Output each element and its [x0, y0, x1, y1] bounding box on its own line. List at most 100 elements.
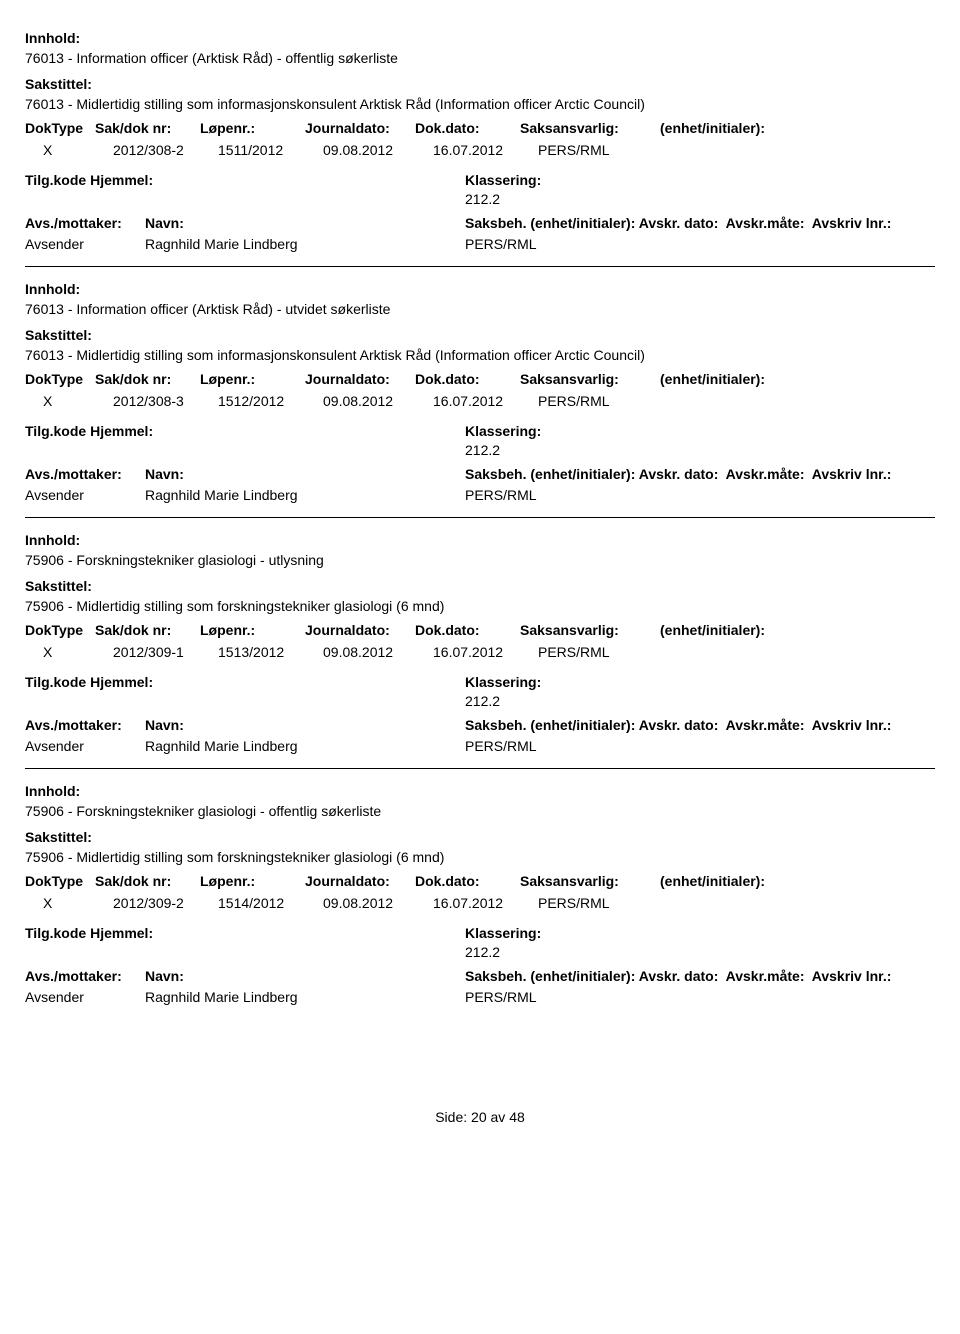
tilg-label: Tilg.kode Hjemmel: — [25, 674, 153, 709]
tilg-label: Tilg.kode Hjemmel: — [25, 172, 153, 207]
val-enhet — [678, 644, 828, 660]
avs-left: Avs./mottaker:Navn: — [25, 717, 185, 733]
hdr-dokdato: Dok.dato: — [415, 120, 520, 136]
hdr-enhet: (enhet/initialer): — [660, 371, 810, 387]
saksbeh-header: Saksbeh. (enhet/initialer): Avskr. dato:… — [465, 968, 935, 984]
avs-row: Avs./mottaker:Navn: Saksbeh. (enhet/initi… — [25, 215, 935, 231]
hdr-journaldato: Journaldato: — [305, 120, 415, 136]
column-headers: DokTypeSak/dok nr:Løpenr.:Journaldato:Do… — [25, 120, 935, 136]
navn-label: Navn: — [145, 968, 185, 984]
avsmottaker-label: Avs./mottaker: — [25, 215, 145, 231]
innhold-label: Innhold: — [25, 281, 935, 297]
saksbeh-val-block: PERS/RML — [465, 735, 935, 754]
saksbeh-block: Saksbeh. (enhet/initialer): Avskr. dato:… — [465, 466, 935, 482]
sender-row-wrap: AvsenderRagnhild Marie Lindberg PERS/RML — [25, 735, 935, 754]
avsmottaker-label: Avs./mottaker: — [25, 968, 145, 984]
sender-row: AvsenderRagnhild Marie Lindberg — [25, 738, 455, 754]
sender-name: Ragnhild Marie Lindberg — [145, 738, 455, 754]
klassering-value: 212.2 — [465, 442, 935, 458]
page-av: av — [491, 1109, 506, 1125]
navn-label: Navn: — [145, 215, 185, 231]
klassering-label: Klassering: — [465, 172, 935, 188]
data-row: X2012/308-31512/201209.08.201216.07.2012… — [25, 393, 935, 409]
saksbeh-block: Saksbeh. (enhet/initialer): Avskr. dato:… — [465, 215, 935, 231]
val-saksansvarlig: PERS/RML — [538, 142, 678, 158]
column-headers: DokTypeSak/dok nr:Løpenr.:Journaldato:Do… — [25, 622, 935, 638]
sender-name: Ragnhild Marie Lindberg — [145, 989, 455, 1005]
hdr-dokdato: Dok.dato: — [415, 622, 520, 638]
column-headers: DokTypeSak/dok nr:Løpenr.:Journaldato:Do… — [25, 873, 935, 889]
val-saksansvarlig: PERS/RML — [538, 393, 678, 409]
hdr-sakdok: Sak/dok nr: — [95, 371, 200, 387]
sakstittel-text: 75906 - Midlertidig stilling som forskni… — [25, 849, 935, 865]
hdr-journaldato: Journaldato: — [305, 371, 415, 387]
val-sakdok: 2012/308-3 — [113, 393, 218, 409]
tilg-row: Tilg.kode Hjemmel: Klassering:212.2 — [25, 925, 935, 960]
sender-row: AvsenderRagnhild Marie Lindberg — [25, 487, 455, 503]
record: Innhold:75906 - Forskningstekniker glasi… — [25, 783, 935, 1019]
val-dokdato: 16.07.2012 — [433, 644, 538, 660]
sender-role: Avsender — [25, 989, 145, 1005]
val-dokdato: 16.07.2012 — [433, 393, 538, 409]
avs-row: Avs./mottaker:Navn:Saksbeh. (enhet/initi… — [25, 466, 935, 482]
navn-label: Navn: — [145, 466, 185, 482]
sender-role: Avsender — [25, 738, 145, 754]
sender-row: AvsenderRagnhild Marie Lindberg — [25, 236, 455, 252]
hdr-sakdok: Sak/dok nr: — [95, 622, 200, 638]
saksbeh-block: Saksbeh. (enhet/initialer): Avskr. dato:… — [465, 968, 935, 984]
hdr-doktype: DokType — [25, 622, 95, 638]
hdr-dokdato: Dok.dato: — [415, 873, 520, 889]
klass-block: Klassering:212.2 — [465, 925, 935, 960]
sakstittel-label: Sakstittel: — [25, 578, 935, 594]
sakstittel-text: 76013 - Midlertidig stilling som informa… — [25, 347, 935, 363]
klass-block: Klassering: 212.2 — [465, 172, 935, 207]
hdr-enhet: (enhet/initialer): — [660, 622, 810, 638]
hdr-doktype: DokType — [25, 371, 95, 387]
avs-left: Avs./mottaker:Navn: — [25, 215, 185, 231]
sakstittel-text: 75906 - Midlertidig stilling som forskni… — [25, 598, 935, 614]
val-saksansvarlig: PERS/RML — [538, 644, 678, 660]
hdr-lopenr: Løpenr.: — [200, 873, 305, 889]
hdr-saksansvarlig: Saksansvarlig: — [520, 371, 660, 387]
tilg-row: Tilg.kode Hjemmel:Klassering:212.2 — [25, 423, 935, 458]
val-sakdok: 2012/309-2 — [113, 895, 218, 911]
klassering-value: 212.2 — [465, 191, 935, 207]
innhold-text: 76013 - Information officer (Arktisk Råd… — [25, 50, 935, 66]
tilg-label: Tilg.kode Hjemmel: — [25, 925, 153, 960]
hdr-lopenr: Løpenr.: — [200, 371, 305, 387]
sender-row-wrap: AvsenderRagnhild Marie LindbergPERS/RML — [25, 986, 935, 1005]
innhold-label: Innhold: — [25, 783, 935, 799]
val-sakdok: 2012/309-1 — [113, 644, 218, 660]
sakstittel-label: Sakstittel: — [25, 829, 935, 845]
innhold-text: 75906 - Forskningstekniker glasiologi - … — [25, 552, 935, 568]
hdr-lopenr: Løpenr.: — [200, 120, 305, 136]
hdr-journaldato: Journaldato: — [305, 873, 415, 889]
sender-name: Ragnhild Marie Lindberg — [145, 487, 455, 503]
avs-left: Avs./mottaker:Navn: — [25, 968, 185, 984]
sender-role: Avsender — [25, 236, 145, 252]
column-headers: DokTypeSak/dok nr:Løpenr.:Journaldato:Do… — [25, 371, 935, 387]
saksbeh-header: Saksbeh. (enhet/initialer): Avskr. dato:… — [465, 466, 935, 482]
val-lopenr: 1511/2012 — [218, 142, 323, 158]
klassering-value: 212.2 — [465, 693, 935, 709]
saksbeh-header: Saksbeh. (enhet/initialer): Avskr. dato:… — [465, 215, 935, 231]
hdr-lopenr: Løpenr.: — [200, 622, 305, 638]
sender-row-wrap: AvsenderRagnhild Marie LindbergPERS/RML — [25, 233, 935, 252]
klassering-label: Klassering: — [465, 423, 935, 439]
klassering-label: Klassering: — [465, 674, 935, 690]
hdr-dokdato: Dok.dato: — [415, 371, 520, 387]
sakstittel-text: 76013 - Midlertidig stilling som informa… — [25, 96, 935, 112]
sakstittel-label: Sakstittel: — [25, 76, 935, 92]
hdr-doktype: DokType — [25, 873, 95, 889]
val-enhet — [678, 142, 828, 158]
record: Innhold:76013 - Information officer (Ark… — [25, 30, 935, 267]
page-current: 20 — [471, 1109, 487, 1125]
val-dokdato: 16.07.2012 — [433, 142, 538, 158]
hdr-enhet: (enhet/initialer): — [660, 873, 810, 889]
val-journaldato: 09.08.2012 — [323, 895, 433, 911]
sender-name: Ragnhild Marie Lindberg — [145, 236, 455, 252]
sender-role: Avsender — [25, 487, 145, 503]
sender-row: AvsenderRagnhild Marie Lindberg — [25, 989, 455, 1005]
hdr-saksansvarlig: Saksansvarlig: — [520, 120, 660, 136]
val-dokdato: 16.07.2012 — [433, 895, 538, 911]
